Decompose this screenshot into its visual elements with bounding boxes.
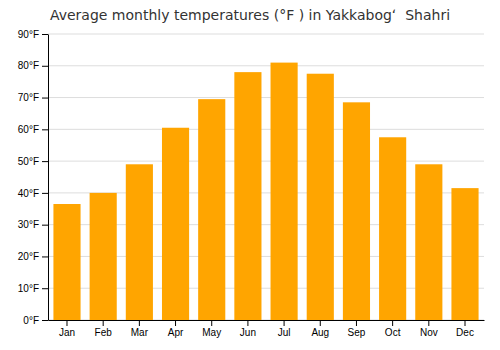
x-tick: Jul — [278, 320, 291, 338]
x-tick-label: Apr — [168, 327, 184, 338]
y-tick: 60°F — [18, 124, 48, 135]
y-tick: 10°F — [18, 283, 48, 294]
y-axis-line — [48, 35, 49, 321]
x-tick-label: Aug — [311, 327, 329, 338]
x-tick-mark — [428, 320, 429, 326]
y-tick-label: 0°F — [23, 315, 39, 326]
y-tick: 0°F — [23, 315, 48, 326]
x-tick-mark — [356, 320, 357, 326]
bar — [343, 102, 370, 320]
bar — [415, 164, 442, 320]
x-tick-label: Oct — [385, 327, 401, 338]
x-tick: Jan — [59, 320, 75, 338]
y-tick-label: 20°F — [18, 251, 39, 262]
bar — [307, 74, 334, 320]
y-tick-mark — [42, 161, 48, 162]
y-tick: 20°F — [18, 251, 48, 262]
x-tick-mark — [66, 320, 67, 326]
x-tick-mark — [247, 320, 248, 326]
x-tick: Jun — [240, 320, 256, 338]
bar — [198, 99, 225, 320]
y-tick-mark — [42, 66, 48, 67]
x-tick: Nov — [420, 320, 438, 338]
x-tick-mark — [211, 320, 212, 326]
y-tick: 90°F — [18, 29, 48, 40]
y-tick: 70°F — [18, 92, 48, 103]
x-tick-label: Nov — [420, 327, 438, 338]
x-tick: Aug — [311, 320, 329, 338]
plot: Jan Feb Mar Apr May Jun Jul Aug Sep Oct Nov Dec 0°F 1… — [18, 29, 485, 338]
y-tick-mark — [42, 193, 48, 194]
y-tick-label: 90°F — [18, 29, 39, 40]
chart: Average monthly temperatures (°F ) in Ya… — [0, 0, 500, 350]
y-tick-mark — [42, 34, 48, 35]
x-tick-label: Jun — [240, 327, 256, 338]
title: Average monthly temperatures (°F ) in Ya… — [50, 7, 450, 23]
x-tick: Feb — [95, 320, 113, 338]
grid-line — [48, 97, 484, 98]
bar — [90, 193, 117, 320]
bar — [379, 137, 406, 320]
x-tick: Apr — [168, 320, 184, 338]
y-tick-label: 10°F — [18, 283, 39, 294]
y-tick-label: 40°F — [18, 188, 39, 199]
x-tick-mark — [103, 320, 104, 326]
bars — [53, 63, 478, 320]
x-tick-label: Feb — [95, 327, 113, 338]
x-tick: Dec — [456, 320, 474, 338]
x-tick: May — [202, 320, 221, 338]
bar — [126, 164, 153, 320]
x-tick-mark — [465, 320, 466, 326]
x-tick: Mar — [131, 320, 149, 338]
x-tick-label: Dec — [456, 327, 474, 338]
y-tick-label: 50°F — [18, 156, 39, 167]
x-tick-mark — [284, 320, 285, 326]
y-tick-mark — [42, 225, 48, 226]
bar — [234, 72, 261, 320]
x-tick-mark — [175, 320, 176, 326]
grid-line — [48, 34, 484, 35]
bar — [53, 204, 80, 320]
grid-line — [48, 161, 484, 162]
grid-line — [48, 65, 484, 66]
x-tick: Sep — [348, 320, 366, 338]
x-axis-line — [49, 320, 485, 321]
x-tick-mark — [320, 320, 321, 326]
x-tick-label: Jul — [278, 327, 291, 338]
y-tick-mark — [42, 256, 48, 257]
x-tick-label: Jan — [59, 327, 75, 338]
grid — [48, 34, 484, 320]
x-tick-mark — [139, 320, 140, 326]
bar — [162, 128, 189, 320]
y-tick: 50°F — [18, 156, 48, 167]
y-tick: 40°F — [18, 188, 48, 199]
x-tick: Oct — [385, 320, 401, 338]
y-tick-label: 60°F — [18, 124, 39, 135]
y-tick-label: 30°F — [18, 219, 39, 230]
x-tick-mark — [392, 320, 393, 326]
x-axis: Jan Feb Mar Apr May Jun Jul Aug Sep Oct Nov Dec — [49, 320, 485, 338]
x-tick-label: May — [202, 327, 221, 338]
y-tick-label: 70°F — [18, 92, 39, 103]
x-tick-label: Sep — [348, 327, 366, 338]
y-tick: 80°F — [18, 60, 48, 71]
y-tick-mark — [42, 129, 48, 130]
bar — [451, 188, 478, 320]
bar — [271, 63, 298, 320]
x-tick-label: Mar — [131, 327, 149, 338]
y-tick-label: 80°F — [18, 60, 39, 71]
y-tick-mark — [42, 288, 48, 289]
y-tick: 30°F — [18, 219, 48, 230]
y-tick-mark — [42, 320, 48, 321]
y-tick-mark — [42, 98, 48, 99]
y-axis: 0°F 10°F 20°F 30°F 40°F 50°F 60°F 70°F 80°F 90°F — [18, 29, 49, 326]
grid-line — [48, 129, 484, 130]
